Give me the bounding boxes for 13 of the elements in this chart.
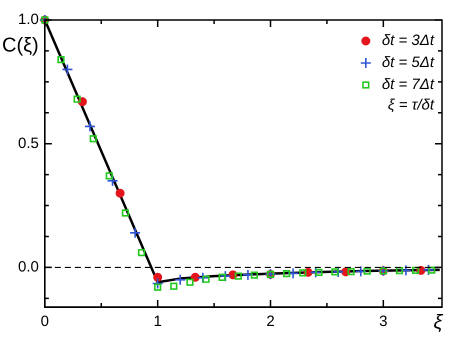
x-axis-title: ξ <box>434 312 444 334</box>
x-tick-label: 3 <box>379 313 388 330</box>
x-tick-label: 2 <box>266 313 275 330</box>
legend-label: δt = 3Δt <box>382 32 435 50</box>
x-tick-label: 1 <box>154 313 162 330</box>
x-tick-label: 0 <box>40 313 50 330</box>
y-tick-label: 1.0 <box>18 11 39 28</box>
y-axis-title: C(ξ) <box>2 34 39 57</box>
annotation: ξ = τ/δt <box>388 96 435 114</box>
y-tick-label: 0.0 <box>18 258 39 276</box>
legend-label: δt = 5Δt <box>382 54 435 72</box>
legend-label: δt = 7Δt <box>382 76 435 94</box>
y-tick-label: 0.5 <box>18 134 39 152</box>
